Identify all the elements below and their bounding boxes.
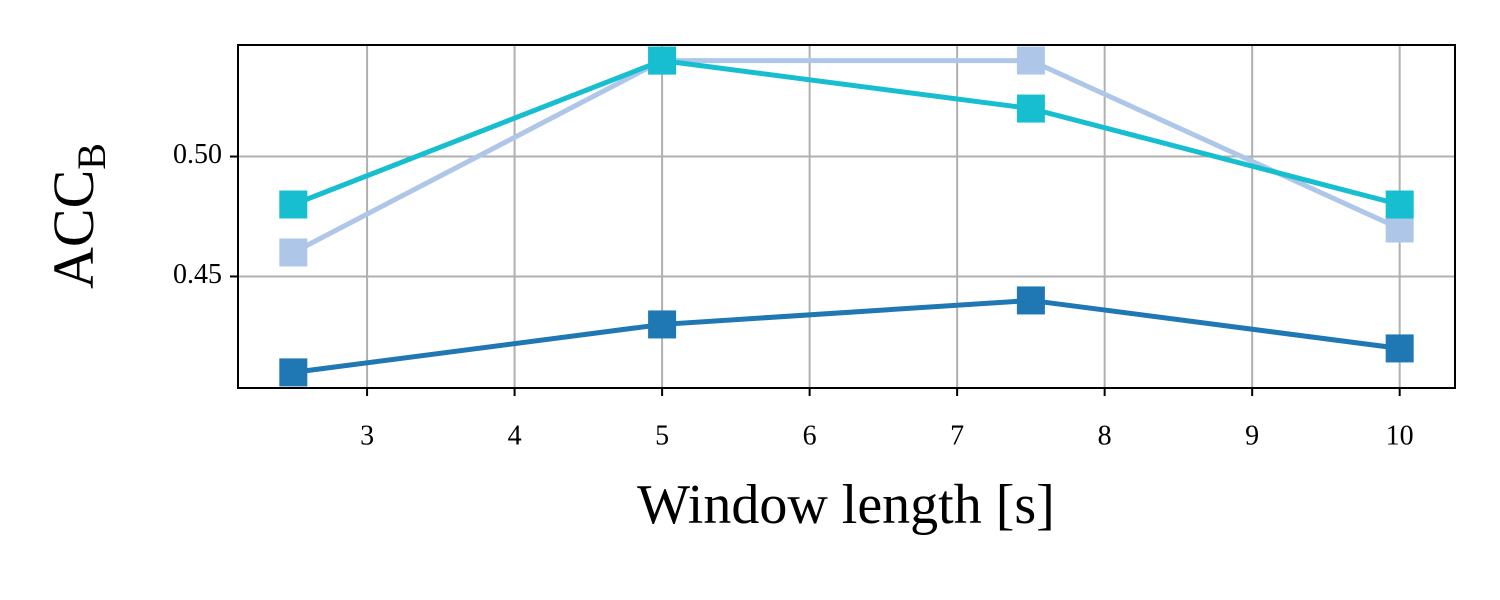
marker (648, 310, 677, 339)
series-line (292, 297, 1401, 375)
marker (1385, 334, 1414, 363)
series-line (292, 58, 1401, 207)
x-axis-label: Window length [s] (637, 474, 1055, 536)
y-axis-label-main: ACC (41, 170, 106, 289)
plot-frame (237, 44, 1456, 389)
x-tick-label: 10 (1386, 420, 1414, 451)
marker (279, 358, 308, 387)
marks (279, 46, 1414, 387)
y-tick-label: 0.45 (173, 259, 222, 290)
grid (238, 45, 1455, 388)
marker (648, 46, 677, 75)
series-line (292, 58, 1401, 255)
y-tick-label: 0.50 (173, 139, 222, 170)
marker (1385, 214, 1414, 243)
x-tick-label: 9 (1245, 420, 1259, 451)
marker (1385, 190, 1414, 219)
marker (279, 190, 308, 219)
x-tick-label: 6 (803, 420, 817, 451)
marker (279, 238, 308, 267)
x-tick-label: 3 (360, 420, 374, 451)
marker (1016, 46, 1045, 75)
x-tick-label: 8 (1098, 420, 1112, 451)
x-tick-label: 7 (950, 420, 964, 451)
x-tick-label: 5 (655, 420, 669, 451)
x-tick-label: 4 (508, 420, 522, 451)
y-axis-label-subscript: B (69, 143, 114, 170)
marker (1016, 286, 1045, 315)
y-axis-label: ACCB (41, 143, 114, 289)
ticks: 3 4 5 6 7 8 9 10 0.45 0.50 (173, 139, 1414, 451)
marker (1016, 94, 1045, 123)
